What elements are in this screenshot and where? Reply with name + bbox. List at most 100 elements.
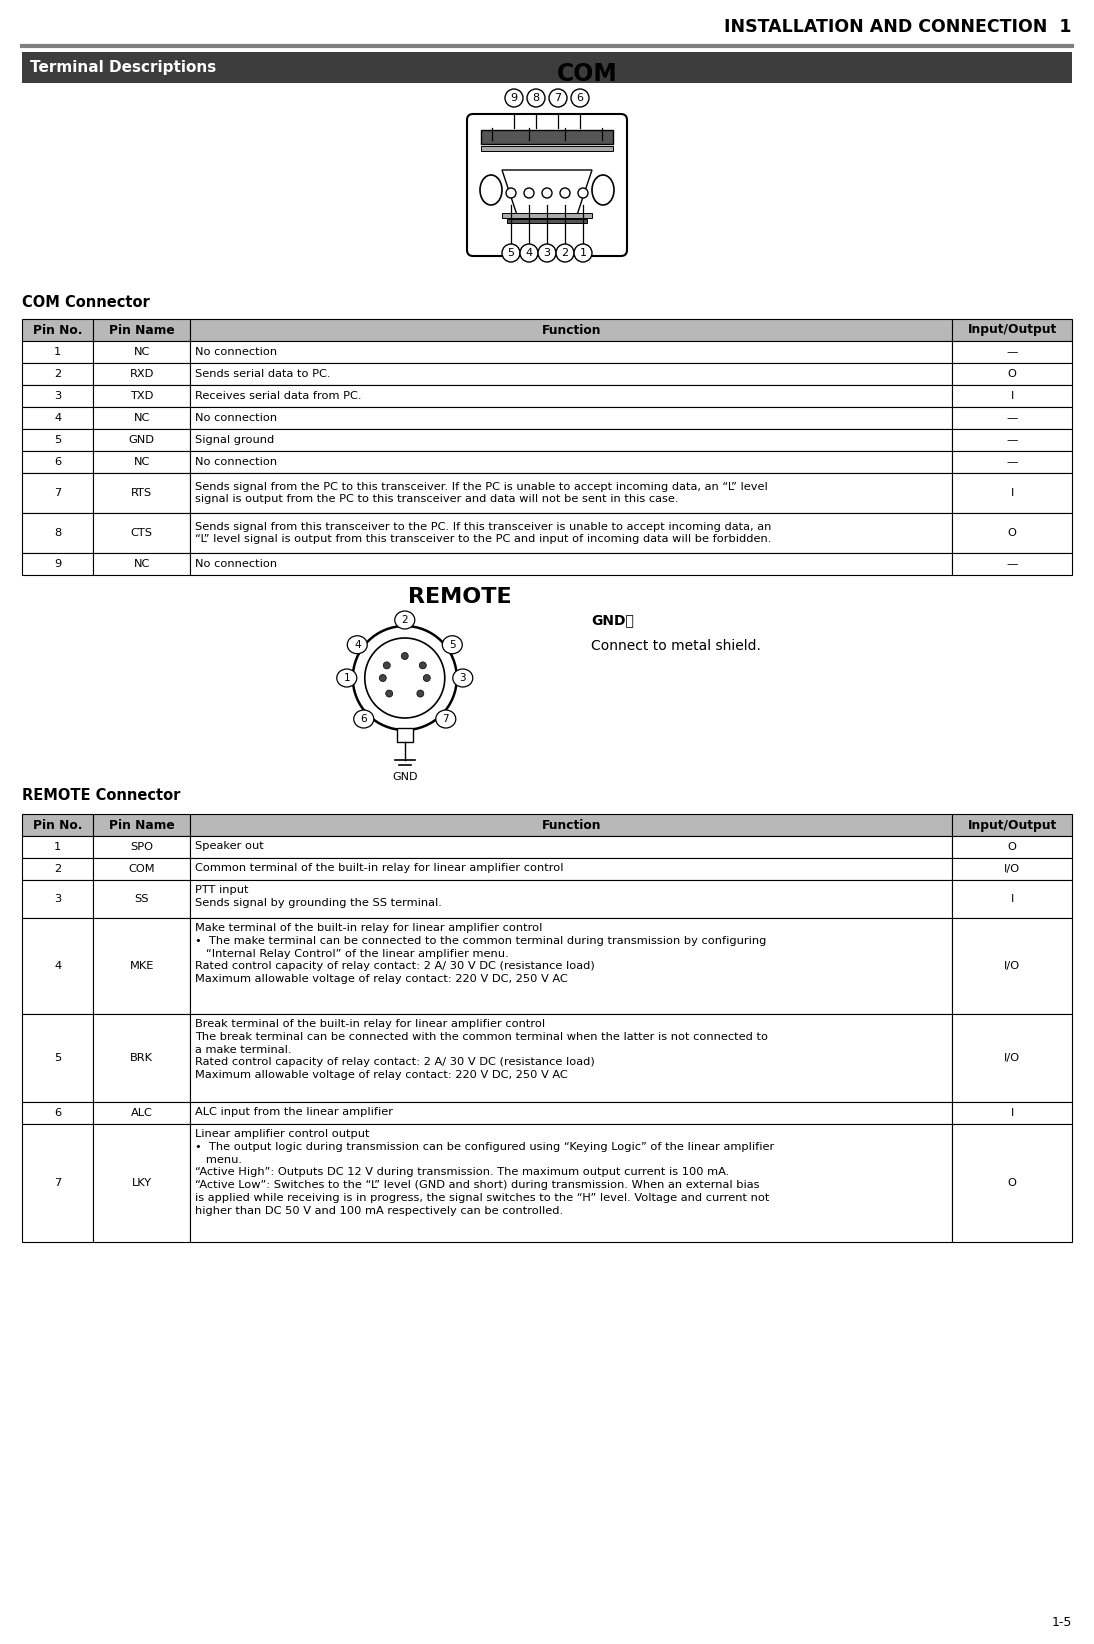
Bar [22, 319, 93, 340]
Ellipse shape [453, 669, 473, 687]
Text: 7: 7 [442, 713, 450, 723]
Bar [952, 1014, 1072, 1101]
Text: SS: SS [135, 894, 149, 904]
Text: Input/Output: Input/Output [967, 819, 1057, 832]
Bar [952, 1101, 1072, 1124]
Bar [22, 552, 93, 575]
Text: Common terminal of the built-in relay for linear amplifier control: Common terminal of the built-in relay fo… [195, 863, 563, 873]
Text: O: O [1008, 368, 1016, 380]
Bar [190, 429, 952, 450]
Bar [190, 363, 952, 385]
Text: 3: 3 [54, 894, 61, 904]
Text: I: I [1011, 894, 1014, 904]
Ellipse shape [571, 89, 589, 107]
Bar [22, 363, 93, 385]
Text: RTS: RTS [131, 488, 152, 498]
Ellipse shape [480, 174, 502, 206]
Text: GND: GND [129, 436, 154, 446]
Bar [952, 363, 1072, 385]
Bar [952, 473, 1072, 513]
Text: Terminal Descriptions: Terminal Descriptions [30, 59, 217, 76]
Ellipse shape [347, 636, 368, 654]
Bar [952, 408, 1072, 429]
Bar [952, 917, 1072, 1014]
Bar [190, 552, 952, 575]
FancyBboxPatch shape [467, 113, 627, 256]
Bar [481, 130, 613, 145]
Bar [952, 450, 1072, 473]
Text: Linear amplifier control output
•  The output logic during transmission can be c: Linear amplifier control output • The ou… [195, 1129, 775, 1217]
Text: 7: 7 [54, 1179, 61, 1189]
Text: 8: 8 [54, 528, 61, 538]
Text: Pin Name: Pin Name [108, 819, 175, 832]
Text: COM: COM [557, 62, 618, 85]
Ellipse shape [549, 89, 567, 107]
Ellipse shape [386, 690, 393, 697]
Text: 9: 9 [54, 559, 61, 569]
Text: I: I [1011, 1108, 1014, 1118]
Text: 2: 2 [401, 615, 408, 625]
Bar [952, 837, 1072, 858]
Bar [952, 552, 1072, 575]
Text: 1: 1 [344, 672, 350, 682]
Bar [93, 513, 190, 552]
Bar [22, 837, 93, 858]
Text: ALC: ALC [131, 1108, 153, 1118]
Text: NC: NC [133, 347, 150, 357]
Bar [93, 814, 190, 837]
Bar [507, 219, 587, 224]
Bar [93, 450, 190, 473]
Text: GND: GND [392, 773, 418, 783]
Text: Sends serial data to PC.: Sends serial data to PC. [195, 368, 330, 380]
Bar [190, 917, 952, 1014]
Ellipse shape [524, 187, 534, 197]
Text: 5: 5 [449, 640, 455, 649]
Bar [190, 408, 952, 429]
Bar [93, 1014, 190, 1101]
Bar [952, 385, 1072, 408]
Bar [190, 319, 952, 340]
Bar [190, 814, 952, 837]
Ellipse shape [542, 187, 552, 197]
Ellipse shape [442, 636, 463, 654]
Text: Connect to metal shield.: Connect to metal shield. [591, 640, 760, 653]
Text: BRK: BRK [130, 1054, 153, 1064]
Text: 5: 5 [54, 1054, 61, 1064]
Text: I/O: I/O [1004, 962, 1021, 972]
Bar [190, 880, 952, 917]
Text: NC: NC [133, 413, 150, 423]
Ellipse shape [423, 674, 430, 682]
Bar [93, 880, 190, 917]
Ellipse shape [507, 187, 516, 197]
Text: RXD: RXD [129, 368, 154, 380]
Text: 6: 6 [54, 1108, 61, 1118]
Text: No connection: No connection [195, 457, 277, 467]
Text: O: O [1008, 528, 1016, 538]
Ellipse shape [419, 663, 427, 669]
Ellipse shape [520, 243, 538, 261]
Bar [22, 1014, 93, 1101]
Ellipse shape [353, 710, 374, 728]
Bar [952, 513, 1072, 552]
Text: 4: 4 [54, 962, 61, 972]
Text: Function: Function [542, 819, 601, 832]
Ellipse shape [574, 243, 592, 261]
Bar [22, 53, 1072, 82]
Bar [93, 837, 190, 858]
Text: I: I [1011, 391, 1014, 401]
Text: 3: 3 [544, 248, 550, 258]
Ellipse shape [417, 690, 423, 697]
Bar [22, 1101, 93, 1124]
Bar [190, 1124, 952, 1241]
Text: No connection: No connection [195, 413, 277, 423]
Text: —: — [1006, 559, 1017, 569]
Bar [190, 450, 952, 473]
Ellipse shape [556, 243, 574, 261]
Bar [93, 319, 190, 340]
Text: CTS: CTS [130, 528, 153, 538]
Bar [93, 363, 190, 385]
Text: Speaker out: Speaker out [195, 842, 264, 852]
Text: COM Connector: COM Connector [22, 294, 150, 311]
Bar [22, 917, 93, 1014]
Bar [952, 858, 1072, 880]
